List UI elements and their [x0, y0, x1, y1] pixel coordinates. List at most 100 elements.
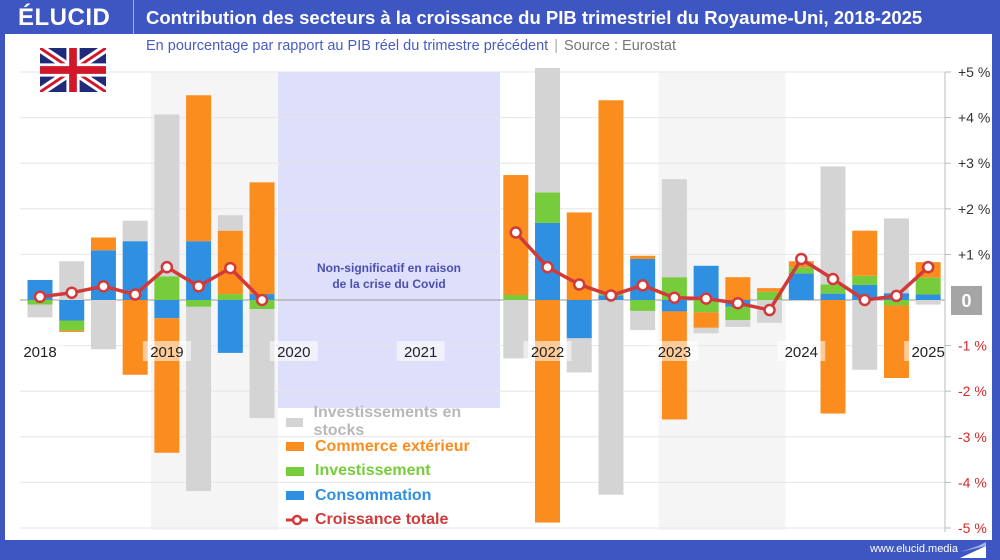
y-tick-label: -3 % [958, 429, 987, 445]
consommation-swatch-icon [286, 491, 304, 501]
growth-point [192, 280, 205, 293]
bar-stocks [693, 327, 719, 334]
bar-investissement [693, 300, 719, 313]
bar-stocks [217, 215, 243, 231]
x-tick-label: 2020 [277, 344, 310, 361]
chart-title: Contribution des secteurs à la croissanc… [146, 7, 923, 28]
bar-commerce [661, 311, 687, 420]
legend-item-investissement: Investissement [286, 459, 500, 484]
legend-item-croissance: Croissance totale [286, 508, 500, 533]
total-growth-line [33, 226, 935, 317]
growth-point [128, 288, 142, 301]
x-label-background [396, 341, 445, 361]
bar-stocks [820, 166, 846, 285]
growth-point [509, 226, 523, 239]
y-tick-label: +5 % [958, 64, 990, 80]
bar-consommation [154, 300, 180, 319]
bar-stocks [883, 218, 909, 294]
growth-point [858, 293, 871, 307]
bar-investissement [59, 320, 85, 331]
bar-commerce [59, 330, 85, 332]
bar-commerce [757, 288, 783, 292]
bar-investissement [630, 300, 656, 311]
x-label-background [777, 341, 826, 361]
header-bar: ÉLUCID Contribution des secteurs à la cr… [0, 0, 1000, 34]
commerce-swatch-icon [286, 442, 304, 452]
legend-label: Consommation [315, 486, 432, 504]
y-tick-label: +3 % [958, 155, 990, 171]
bar-consommation [788, 273, 814, 300]
growth-point [699, 292, 713, 305]
x-label-background [269, 341, 318, 361]
bar-commerce [630, 255, 656, 259]
chart-subtitle: En pourcentage par rapport au PIB réel d… [146, 38, 676, 54]
bar-stocks [154, 114, 180, 277]
bar-consommation [566, 300, 592, 339]
x-tick-label: 2018 [23, 344, 56, 361]
bar-commerce [693, 312, 719, 328]
footer-url[interactable]: www.elucid.media [869, 543, 958, 555]
x-tick-label: 2019 [150, 344, 183, 361]
legend-label: Croissance totale [315, 511, 449, 529]
y-tick-label: -4 % [958, 474, 987, 490]
line-marker-icon [286, 515, 308, 526]
bar-stocks [535, 68, 561, 193]
elucid-mark-icon [960, 542, 986, 558]
growth-point [541, 260, 554, 274]
x-tick-label: 2022 [531, 344, 564, 361]
legend-label: Investissement [315, 462, 431, 480]
growth-point [572, 278, 586, 291]
bar-stocks [725, 320, 751, 327]
growth-point [826, 272, 840, 286]
legend-item-consommation: Consommation [286, 484, 500, 509]
y-tick-label: -5 % [958, 520, 987, 536]
subtitle-text: En pourcentage par rapport au PIB réel d… [146, 38, 549, 54]
bar-investissement [820, 284, 846, 294]
y-tick-label: +1 % [958, 246, 990, 262]
bar-commerce [852, 230, 878, 276]
growth-point [636, 279, 649, 292]
x-label-background [904, 341, 953, 361]
bar-investissement [757, 291, 783, 300]
x-label-background [523, 341, 572, 361]
x-tick-label: 2021 [404, 344, 437, 361]
bar-stocks [598, 300, 624, 495]
bar-consommation [217, 300, 243, 353]
x-label-background [142, 341, 191, 361]
bar-commerce [186, 95, 212, 242]
y-tick-label: +2 % [958, 201, 990, 217]
bar-investissement [725, 306, 751, 321]
growth-point [97, 280, 110, 293]
bar-consommation [59, 300, 85, 321]
bar-investissement [883, 300, 909, 306]
header-divider [133, 0, 134, 34]
bar-investissement [503, 294, 529, 300]
y-tick-label: +4 % [958, 110, 990, 126]
bar-investissement [788, 267, 814, 274]
growth-point [33, 290, 47, 304]
bar-investissement [535, 192, 561, 223]
x-label-background [650, 341, 699, 361]
bar-consommation [661, 300, 687, 312]
bar-investissement [154, 276, 180, 300]
bar-consommation [820, 293, 846, 300]
growth-point [668, 291, 681, 304]
bar-stocks [27, 304, 53, 318]
growth-point [65, 286, 78, 299]
y-tick-label: -1 % [958, 338, 987, 354]
united-kingdom-flag-icon [40, 48, 106, 92]
bar-commerce [154, 318, 180, 453]
bar-investissement [915, 277, 941, 295]
elucid-logo: ÉLUCID [18, 4, 111, 31]
bar-stocks [661, 179, 687, 278]
bar-commerce [249, 182, 275, 295]
bar-stocks [852, 300, 878, 370]
subtitle-separator: | [554, 38, 558, 54]
legend: Investissements en stocks Commerce extér… [286, 404, 500, 533]
bar-stocks [249, 309, 275, 419]
footer-bar: www.elucid.media [0, 540, 1000, 560]
legend-label: Commerce extérieur [315, 437, 470, 455]
bar-commerce [90, 237, 116, 251]
legend-item-stocks: Investissements en stocks [286, 404, 500, 439]
x-label-background [16, 341, 64, 361]
